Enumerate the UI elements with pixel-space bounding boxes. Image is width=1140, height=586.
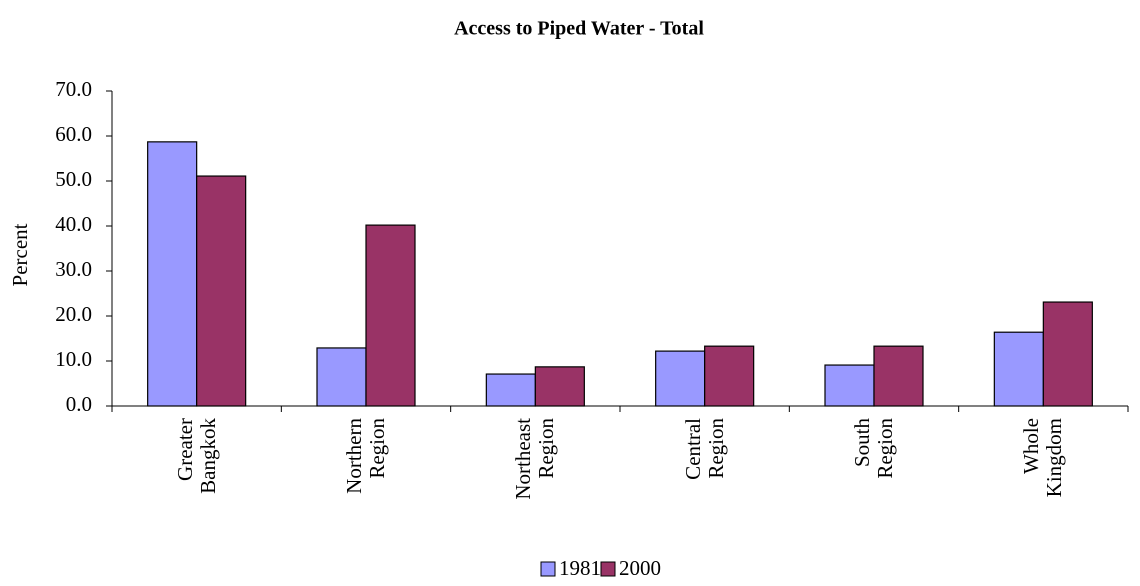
bar	[485, 373, 536, 407]
y-tick-label: 40.0	[55, 212, 92, 236]
bar	[147, 141, 198, 407]
legend-label: 1981	[559, 556, 601, 580]
x-tick-label: Northern Region	[342, 418, 389, 494]
y-tick-label: 0.0	[66, 392, 92, 416]
y-tick-label: 30.0	[55, 257, 92, 281]
x-tick-label: Greater Bangkok	[172, 418, 220, 494]
chart-title: Access to Piped Water - Total	[454, 18, 704, 40]
bar	[704, 345, 755, 407]
bar	[365, 224, 416, 407]
bar	[534, 366, 585, 407]
y-tick-label: 20.0	[55, 302, 92, 326]
x-tick-label: South Region	[850, 418, 897, 479]
bar	[1042, 301, 1093, 407]
y-axis-label: Percent	[8, 223, 32, 286]
y-tick-label: 50.0	[55, 167, 92, 191]
bar	[316, 347, 367, 407]
x-tick-label: Central Region	[680, 418, 728, 480]
legend-swatch	[600, 561, 616, 577]
y-tick-label: 10.0	[55, 347, 92, 371]
x-tick-label: Whole Kingdom	[1019, 418, 1067, 498]
legend-label: 2000	[619, 556, 661, 580]
bar	[873, 345, 924, 407]
bar	[196, 175, 247, 407]
y-tick-label: 70.0	[55, 77, 92, 101]
bar	[655, 350, 706, 407]
bar	[993, 331, 1044, 407]
x-tick-label: Northeast Region	[511, 418, 559, 500]
bar	[824, 364, 875, 407]
y-tick-label: 60.0	[55, 122, 92, 146]
legend-swatch	[540, 561, 556, 577]
